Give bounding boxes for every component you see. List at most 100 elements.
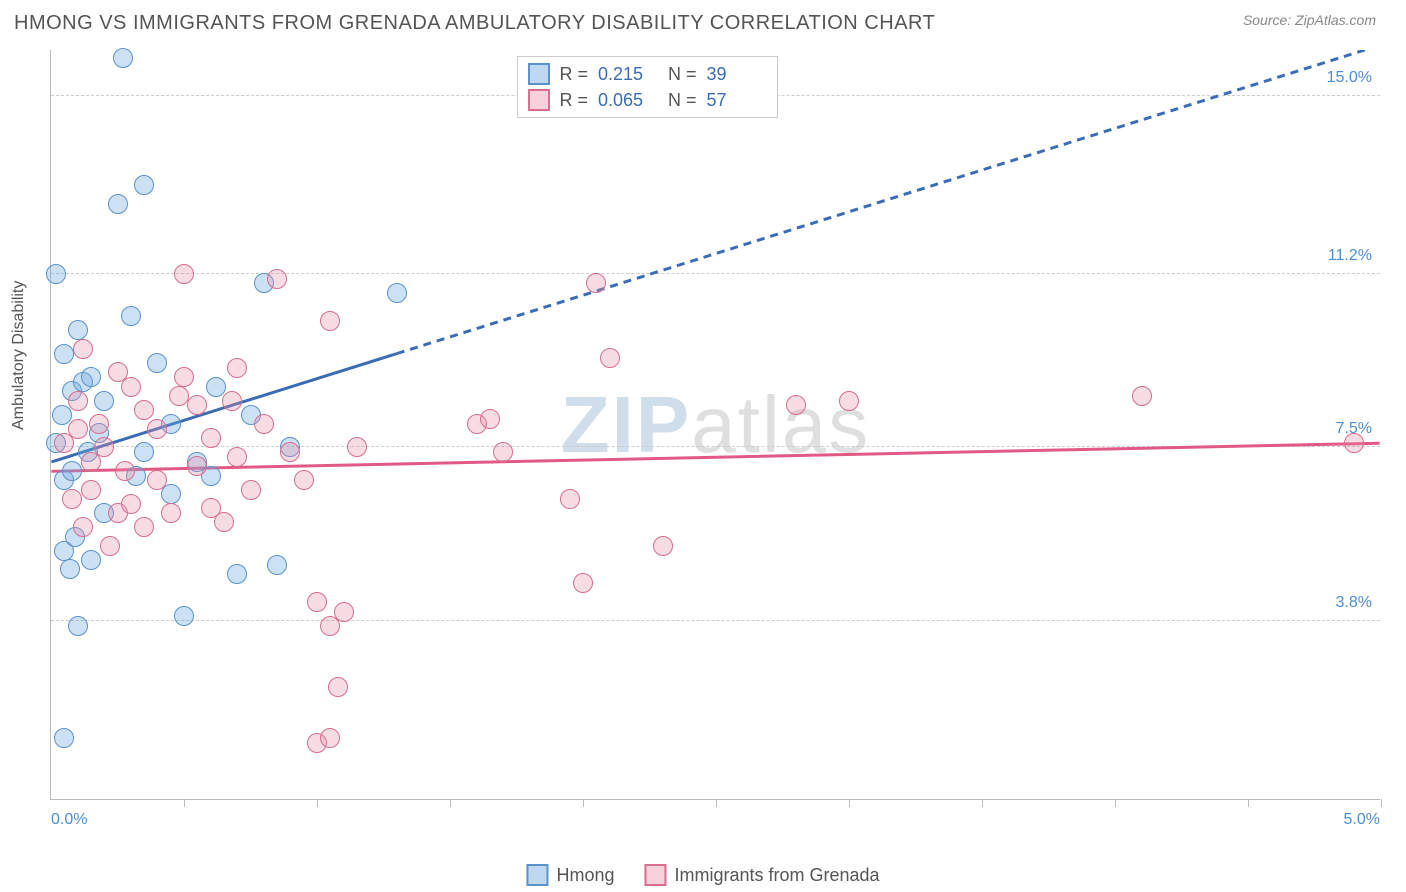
data-point [174, 264, 194, 284]
data-point [46, 264, 66, 284]
data-point [493, 442, 513, 462]
data-point [94, 437, 114, 457]
data-point [121, 306, 141, 326]
y-tick-label: 3.8% [1336, 594, 1372, 612]
data-point [786, 395, 806, 415]
data-point [227, 564, 247, 584]
data-point [227, 358, 247, 378]
data-point [307, 592, 327, 612]
legend-item: Immigrants from Grenada [644, 864, 879, 886]
data-point [187, 456, 207, 476]
data-point [161, 503, 181, 523]
data-point [560, 489, 580, 509]
data-point [1344, 433, 1364, 453]
gridline [51, 446, 1380, 447]
data-point [68, 616, 88, 636]
data-point [174, 367, 194, 387]
legend-label: Hmong [556, 865, 614, 886]
data-point [60, 559, 80, 579]
data-point [280, 442, 300, 462]
data-point [201, 428, 221, 448]
data-point [147, 470, 167, 490]
x-max-label: 5.0% [1344, 811, 1380, 829]
chart-source: Source: ZipAtlas.com [1243, 12, 1376, 28]
legend-item: Hmong [526, 864, 614, 886]
data-point [147, 419, 167, 439]
n-value: 57 [707, 90, 767, 111]
n-label: N = [668, 64, 697, 85]
data-point [241, 480, 261, 500]
data-point [121, 494, 141, 514]
data-point [68, 391, 88, 411]
data-point [254, 414, 274, 434]
data-point [320, 728, 340, 748]
r-label: R = [560, 64, 589, 85]
x-tick [1381, 799, 1382, 807]
scatter-chart: ZIPatlas 3.8%7.5%11.2%15.0%0.0%5.0% R = … [50, 50, 1380, 800]
data-point [480, 409, 500, 429]
data-point [81, 367, 101, 387]
n-label: N = [668, 90, 697, 111]
data-point [222, 391, 242, 411]
data-point [94, 391, 114, 411]
data-point [134, 400, 154, 420]
watermark: ZIPatlas [561, 379, 870, 471]
data-point [267, 269, 287, 289]
data-point [81, 550, 101, 570]
data-point [134, 517, 154, 537]
legend-bottom: Hmong Immigrants from Grenada [526, 864, 879, 886]
data-point [52, 405, 72, 425]
data-point [294, 470, 314, 490]
data-point [147, 353, 167, 373]
data-point [73, 517, 93, 537]
data-point [115, 461, 135, 481]
data-point [73, 339, 93, 359]
data-point [227, 447, 247, 467]
data-point [214, 512, 234, 532]
x-tick [450, 799, 451, 807]
data-point [187, 395, 207, 415]
data-point [600, 348, 620, 368]
r-label: R = [560, 90, 589, 111]
data-point [62, 489, 82, 509]
y-tick-label: 11.2% [1328, 247, 1372, 265]
data-point [100, 536, 120, 556]
data-point [334, 602, 354, 622]
legend-swatch [526, 864, 548, 886]
correlation-legend: R = 0.215 N = 39 R = 0.065 N = 57 [517, 56, 778, 118]
data-point [134, 442, 154, 462]
data-point [206, 377, 226, 397]
x-tick [317, 799, 318, 807]
x-min-label: 0.0% [51, 811, 87, 829]
data-point [89, 414, 109, 434]
data-point [169, 386, 189, 406]
y-tick-label: 15.0% [1327, 69, 1372, 87]
x-tick [583, 799, 584, 807]
x-tick [1115, 799, 1116, 807]
data-point [573, 573, 593, 593]
data-point [121, 377, 141, 397]
x-tick [184, 799, 185, 807]
legend-swatch [528, 89, 550, 111]
data-point [387, 283, 407, 303]
data-point [320, 311, 340, 331]
x-tick [716, 799, 717, 807]
data-point [653, 536, 673, 556]
data-point [113, 48, 133, 68]
data-point [174, 606, 194, 626]
y-axis-label: Ambulatory Disability [10, 281, 28, 430]
data-point [81, 480, 101, 500]
legend-swatch [644, 864, 666, 886]
r-value: 0.215 [598, 64, 658, 85]
gridline [51, 620, 1380, 621]
r-value: 0.065 [598, 90, 658, 111]
gridline [51, 273, 1380, 274]
legend-label: Immigrants from Grenada [674, 865, 879, 886]
x-tick [982, 799, 983, 807]
data-point [134, 175, 154, 195]
chart-header: HMONG VS IMMIGRANTS FROM GRENADA AMBULAT… [0, 0, 1406, 35]
x-tick [1248, 799, 1249, 807]
data-point [68, 320, 88, 340]
data-point [68, 419, 88, 439]
data-point [586, 273, 606, 293]
